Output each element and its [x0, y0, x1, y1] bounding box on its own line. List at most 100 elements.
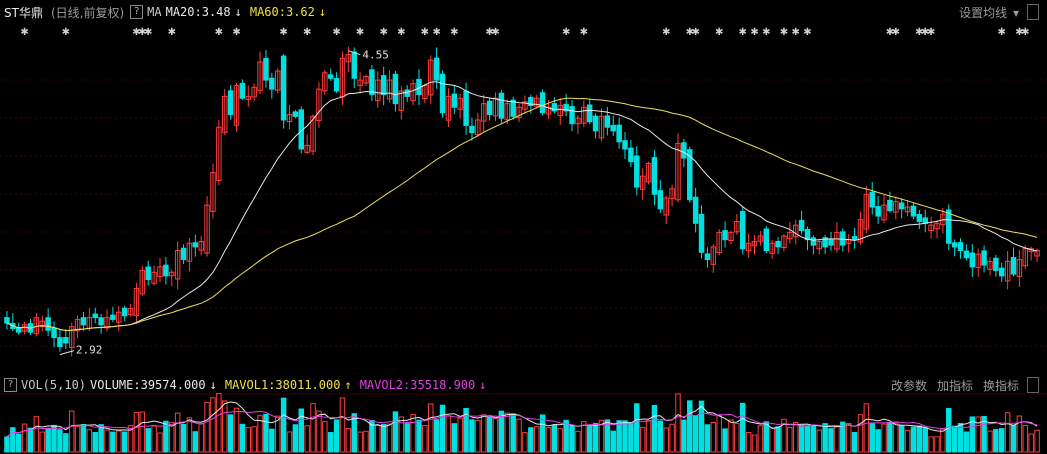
- event-marker-icon: ✱: [232, 27, 240, 38]
- event-marker-icon: ✱: [998, 27, 1006, 38]
- candle-body: [1010, 257, 1017, 275]
- candle-body: [828, 239, 834, 246]
- volume-bar: [451, 423, 458, 453]
- stock-name[interactable]: ST华鼎: [4, 5, 43, 20]
- volume-bar: [769, 427, 775, 453]
- volume-bar: [392, 411, 399, 453]
- volume-scroll-handle[interactable]: [1027, 377, 1039, 393]
- candle-body: [775, 240, 781, 248]
- panel-scroll-handle[interactable]: [1027, 4, 1039, 20]
- volume-bar: [828, 428, 834, 453]
- candle-body: [263, 57, 269, 81]
- event-marker-icon: ✱: [921, 27, 929, 38]
- candle-body: [433, 57, 440, 81]
- volume-bar: [98, 424, 104, 453]
- switch-indicator-button[interactable]: 换指标: [982, 378, 1019, 393]
- volume-bar: [551, 425, 558, 453]
- help-icon[interactable]: ?: [130, 5, 144, 19]
- volume-bar: [610, 430, 616, 453]
- volume-help-icon[interactable]: ?: [4, 378, 17, 392]
- volume-bar: [522, 432, 528, 453]
- volume-bar: [316, 410, 322, 453]
- volume-bar: [322, 421, 328, 453]
- volume-bar: [33, 416, 40, 453]
- candle-body: [333, 78, 340, 92]
- candle-body: [716, 231, 722, 253]
- volume-bar: [757, 425, 764, 453]
- candle-body: [722, 230, 728, 241]
- event-marker-icon: ✱: [662, 27, 670, 38]
- volume-bar: [398, 416, 405, 453]
- volume-bar: [457, 417, 463, 453]
- candle-body: [251, 86, 257, 98]
- volume-bar: [822, 423, 828, 453]
- candle-body: [157, 266, 163, 278]
- candle-body: [1016, 259, 1023, 277]
- candle-body: [169, 271, 175, 277]
- volume-bar: [198, 423, 204, 453]
- volume-bar: [39, 431, 45, 453]
- volume-bar: [186, 417, 193, 453]
- volume-bar: [910, 426, 917, 453]
- candle-body: [1022, 248, 1029, 267]
- volume-bar: [92, 431, 98, 453]
- event-marker-icon: ✱: [432, 27, 440, 38]
- volume-bar: [951, 425, 958, 453]
- volume-bar: [492, 417, 499, 453]
- candle-body: [634, 155, 640, 188]
- candle-body: [463, 90, 469, 126]
- volume-bar: [475, 419, 481, 453]
- add-indicator-button[interactable]: 加指标: [936, 378, 973, 393]
- event-marker-icon: ✱: [421, 27, 429, 38]
- volume-bar: [339, 397, 346, 453]
- volume-bar: [445, 415, 452, 453]
- volume-bar: [286, 431, 293, 453]
- ma20-value: MA20:3.48: [165, 5, 231, 19]
- volume-bar: [904, 429, 911, 453]
- candle-body: [734, 221, 740, 233]
- volume-bar: [834, 425, 840, 453]
- ma-settings-button[interactable]: 设置均线 ▾: [959, 4, 1019, 21]
- candle-body: [957, 242, 964, 252]
- volume-bar: [657, 420, 664, 453]
- event-marker-icon: ✱: [138, 27, 146, 38]
- vol-label[interactable]: VOL(5,10): [21, 378, 87, 392]
- max-price-label: 4.55: [362, 49, 389, 62]
- candle-body: [539, 92, 546, 114]
- volume-bar: [68, 410, 75, 453]
- candle-body: [575, 117, 581, 125]
- volume-bar: [163, 420, 169, 453]
- candle-body: [104, 317, 110, 329]
- volume-bar: [863, 403, 870, 453]
- volume-bar: [404, 423, 410, 453]
- candle-body: [816, 240, 822, 250]
- volume-bar: [139, 411, 146, 453]
- candle-body: [475, 119, 481, 136]
- candle-body: [857, 219, 864, 243]
- volume-bar: [416, 419, 422, 453]
- volume-bar: [716, 415, 722, 453]
- candle-body: [975, 253, 981, 268]
- candle-body: [1034, 250, 1040, 257]
- candle-body: [581, 106, 587, 124]
- candle-body: [239, 82, 246, 99]
- candle-body: [869, 191, 875, 208]
- volume-bar: [946, 407, 952, 453]
- candle-body: [604, 115, 611, 128]
- mavol1-value: MAVOL1:38011.000: [224, 378, 341, 392]
- volume-bar: [957, 422, 964, 453]
- volume-bar: [563, 419, 569, 453]
- volume-bar: [622, 420, 628, 453]
- candle-body: [1004, 260, 1011, 282]
- candle-body: [840, 231, 846, 246]
- event-marker-icon: ✱: [279, 27, 287, 38]
- candle-body: [898, 202, 905, 210]
- candle-body: [881, 204, 887, 221]
- candle-body: [551, 103, 558, 112]
- modify-params-button[interactable]: 改参数: [890, 378, 927, 393]
- candle-body: [222, 95, 228, 133]
- candle-body: [504, 103, 511, 121]
- volume-bar: [463, 408, 469, 453]
- ma-label[interactable]: MA: [147, 5, 162, 19]
